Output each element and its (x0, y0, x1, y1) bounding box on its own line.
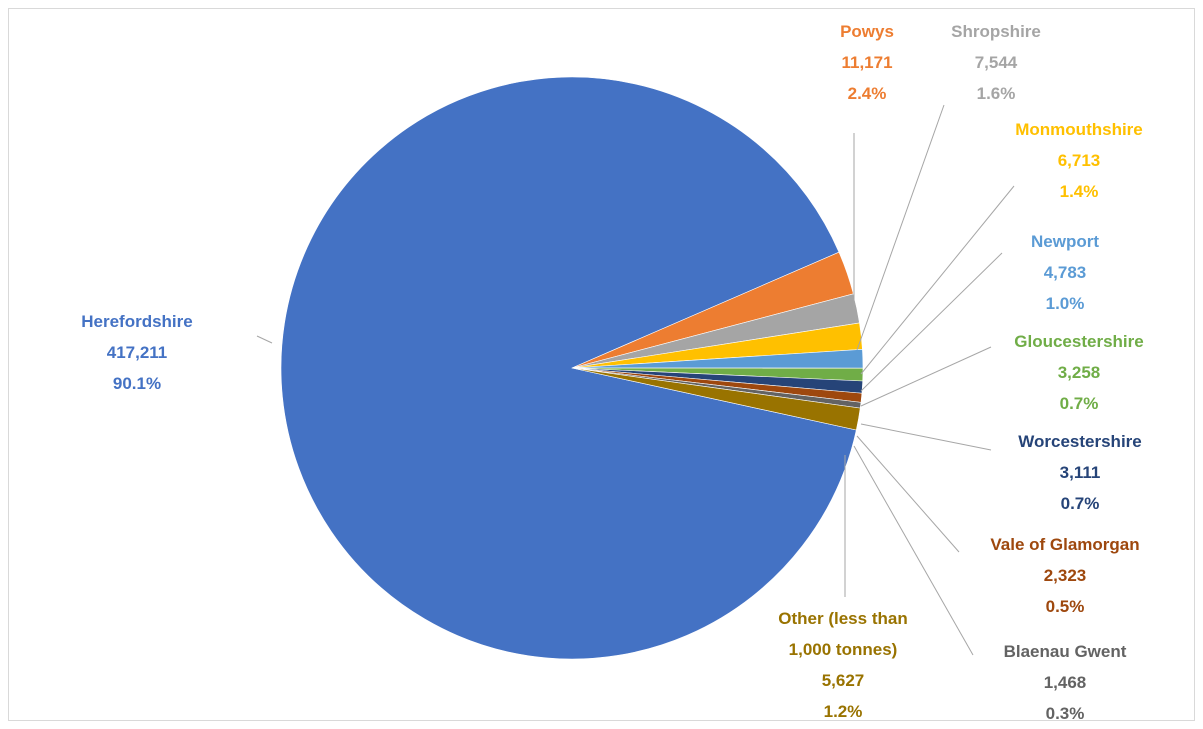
label-value: 5,627 (822, 671, 865, 690)
label-value: 2,323 (1044, 566, 1087, 585)
leader-line-gloucestershire (860, 346, 992, 407)
data-label-gloucestershire: Gloucestershire 3,258 0.7% (1014, 332, 1143, 413)
label-value: 417,211 (107, 343, 168, 362)
leader-line-blaenau-gwent (853, 445, 974, 656)
data-label-worcestershire: Worcestershire 3,111 0.7% (1018, 432, 1141, 513)
label-percent: 0.7% (1061, 494, 1100, 513)
label-name: Other (less than (778, 609, 907, 628)
data-label-vale-of-glamorgan: Vale of Glamorgan 2,323 0.5% (990, 535, 1139, 616)
data-label-monmouthshire: Monmouthshire 6,713 1.4% (1015, 120, 1143, 201)
data-labels: Herefordshire 417,211 90.1% Powys 11,171 2.4%… (81, 22, 1143, 722)
label-percent: 0.3% (1046, 704, 1085, 722)
label-value: 11,171 (841, 53, 892, 72)
leader-line-shropshire (856, 104, 945, 351)
leader-line-newport (860, 252, 1003, 392)
label-name: Monmouthshire (1015, 120, 1143, 139)
label-name: Gloucestershire (1014, 332, 1143, 351)
label-percent: 0.7% (1060, 394, 1099, 413)
label-name: Blaenau Gwent (1004, 642, 1127, 661)
label-value: 3,111 (1060, 463, 1101, 482)
label-percent: 1.6% (977, 84, 1016, 103)
pie-chart: Herefordshire 417,211 90.1% Powys 11,171 2.4%… (81, 22, 1143, 722)
data-label-blaenau-gwent: Blaenau Gwent 1,468 0.3% (1004, 642, 1127, 722)
label-percent: 0.5% (1046, 597, 1085, 616)
label-name: Worcestershire (1018, 432, 1141, 451)
pie-slice-herefordshire (280, 76, 857, 660)
leader-lines (256, 104, 1015, 656)
leader-line-monmouthshire (860, 185, 1015, 375)
label-percent: 90.1% (113, 374, 161, 393)
label-percent: 1.0% (1046, 294, 1085, 313)
label-name: 1,000 tonnes) (789, 640, 898, 659)
label-value: 3,258 (1058, 363, 1101, 382)
leader-line-vale-of-glamorgan (856, 435, 960, 553)
label-percent: 1.2% (824, 702, 863, 721)
chart-frame: Herefordshire 417,211 90.1% Powys 11,171 2.4%… (8, 8, 1195, 722)
pie-slices (280, 76, 864, 660)
label-value: 6,713 (1058, 151, 1101, 170)
data-label-powys: Powys 11,171 2.4% (840, 22, 894, 103)
data-label-other-less-than-1-000-tonnes: Other (less than 1,000 tonnes) 5,627 1.2% (778, 609, 907, 721)
label-value: 4,783 (1044, 263, 1087, 282)
label-value: 7,544 (975, 53, 1018, 72)
label-percent: 2.4% (848, 84, 887, 103)
leader-line-worcestershire (860, 423, 992, 451)
label-name: Newport (1031, 232, 1099, 251)
label-name: Shropshire (951, 22, 1041, 41)
data-label-shropshire: Shropshire 7,544 1.6% (951, 22, 1041, 103)
pie-slice-other-less-than-1-000-tonnes (571, 367, 861, 431)
label-name: Herefordshire (81, 312, 192, 331)
label-name: Vale of Glamorgan (990, 535, 1139, 554)
label-value: 1,468 (1044, 673, 1087, 692)
label-percent: 1.4% (1060, 182, 1099, 201)
label-name: Powys (840, 22, 894, 41)
data-label-herefordshire: Herefordshire 417,211 90.1% (81, 312, 192, 393)
data-label-newport: Newport 4,783 1.0% (1031, 232, 1099, 313)
leader-line-herefordshire (256, 335, 273, 344)
